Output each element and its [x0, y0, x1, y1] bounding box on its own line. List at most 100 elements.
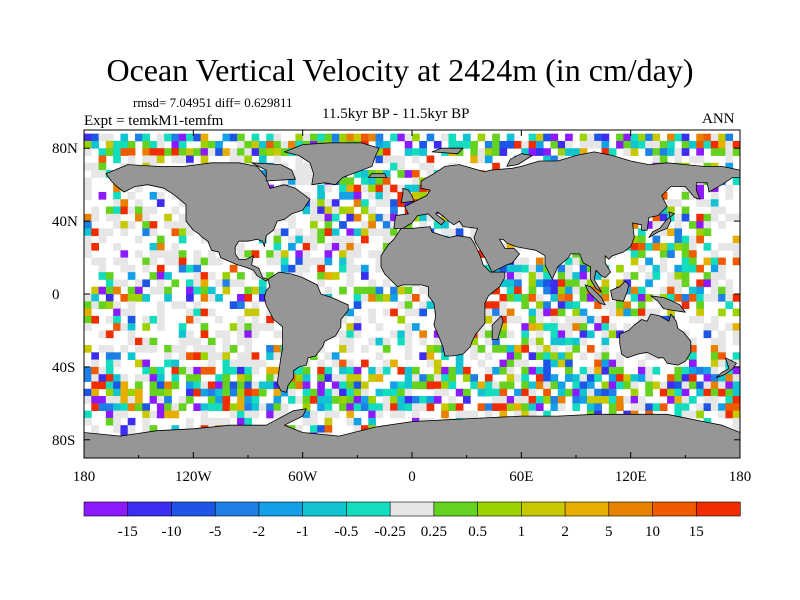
- velocity-cell: [215, 330, 223, 339]
- velocity-cell: [601, 294, 610, 302]
- velocity-cell: [164, 286, 172, 295]
- velocity-cell: [207, 381, 216, 390]
- velocity-cell: [696, 366, 704, 375]
- velocity-cell: [113, 155, 121, 164]
- velocity-cell: [229, 323, 238, 331]
- velocity-cell: [207, 250, 216, 258]
- velocity-cell: [91, 396, 99, 404]
- velocity-cell: [98, 191, 107, 200]
- velocity-cell: [528, 264, 537, 273]
- velocity-cell: [674, 199, 683, 207]
- velocity-cell: [120, 425, 129, 433]
- velocity-cell: [718, 337, 726, 346]
- velocity-cell: [200, 345, 209, 353]
- velocity-cell: [703, 323, 712, 331]
- velocity-cell: [105, 301, 114, 309]
- velocity-cell: [499, 388, 508, 397]
- velocity-cell: [433, 221, 442, 229]
- velocity-cell: [288, 177, 296, 186]
- velocity-cell: [688, 286, 697, 295]
- velocity-cell: [142, 148, 150, 156]
- velocity-cell: [120, 381, 129, 390]
- velocity-cell: [149, 228, 158, 237]
- velocity-cell: [91, 213, 99, 222]
- velocity-cell: [652, 213, 661, 222]
- velocity-cell: [244, 403, 253, 412]
- velocity-cell: [528, 410, 537, 419]
- velocity-cell: [484, 315, 493, 324]
- colorbar-label: -10: [161, 524, 181, 540]
- velocity-cell: [280, 257, 289, 266]
- velocity-cell: [710, 381, 719, 390]
- velocity-cell: [193, 279, 202, 288]
- velocity-cell: [419, 396, 427, 404]
- velocity-cell: [120, 257, 129, 266]
- velocity-cell: [207, 359, 216, 368]
- velocity-cell: [535, 337, 544, 346]
- velocity-cell: [229, 148, 238, 156]
- velocity-cell: [681, 294, 690, 302]
- velocity-cell: [193, 257, 202, 266]
- velocity-cell: [273, 228, 282, 237]
- velocity-cell: [237, 359, 245, 368]
- velocity-cell: [346, 206, 355, 215]
- velocity-cell: [156, 286, 165, 295]
- velocity-cell: [543, 148, 551, 156]
- velocity-cell: [390, 155, 398, 164]
- velocity-cell: [572, 257, 581, 266]
- velocity-cell: [623, 301, 632, 309]
- land-iceland: [367, 173, 387, 178]
- velocity-cell: [674, 133, 683, 142]
- velocity-cell: [375, 148, 384, 156]
- velocity-cell: [91, 170, 99, 178]
- velocity-cell: [186, 388, 194, 397]
- velocity-cell: [681, 184, 690, 193]
- velocity-cell: [616, 133, 624, 142]
- velocity-cell: [113, 425, 121, 433]
- velocity-cell: [397, 337, 406, 346]
- velocity-cell: [317, 374, 325, 382]
- velocity-cell: [455, 403, 464, 412]
- velocity-cell: [579, 381, 588, 390]
- velocity-cell: [178, 148, 187, 156]
- velocity-cell: [550, 337, 559, 346]
- velocity-cell: [302, 403, 311, 412]
- velocity-cell: [645, 272, 653, 280]
- velocity-cell: [688, 250, 697, 258]
- velocity-cell: [543, 359, 551, 368]
- x-tick-label: 0: [408, 469, 416, 485]
- velocity-cell: [156, 148, 165, 156]
- velocity-cell: [222, 148, 231, 156]
- velocity-cell: [178, 235, 187, 244]
- velocity-cell: [113, 199, 121, 207]
- velocity-cell: [630, 242, 639, 251]
- velocity-cell: [674, 381, 683, 390]
- velocity-cell: [113, 352, 121, 360]
- velocity-cell: [193, 315, 202, 324]
- velocity-cell: [426, 396, 435, 404]
- velocity-cell: [273, 133, 282, 142]
- velocity-cell: [84, 191, 92, 200]
- velocity-cell: [681, 403, 690, 412]
- velocity-cell: [565, 337, 573, 346]
- velocity-cell: [229, 381, 238, 390]
- velocity-cell: [353, 133, 362, 142]
- velocity-cell: [353, 250, 362, 258]
- velocity-cell: [645, 308, 653, 317]
- velocity-cell: [623, 381, 632, 390]
- velocity-cell: [156, 323, 165, 331]
- velocity-cell: [113, 257, 121, 266]
- velocity-cell: [390, 206, 398, 215]
- land-great-britain: [400, 187, 415, 204]
- velocity-cell: [324, 250, 333, 258]
- velocity-cell: [718, 133, 726, 142]
- velocity-cell: [258, 272, 267, 280]
- velocity-cell: [164, 388, 172, 397]
- velocity-cell: [324, 206, 333, 215]
- velocity-cell: [149, 381, 158, 390]
- colorbar-swatch: [302, 501, 348, 517]
- velocity-cell: [258, 359, 267, 368]
- velocity-cell: [142, 403, 150, 412]
- velocity-cell: [302, 235, 311, 244]
- velocity-cell: [557, 337, 566, 346]
